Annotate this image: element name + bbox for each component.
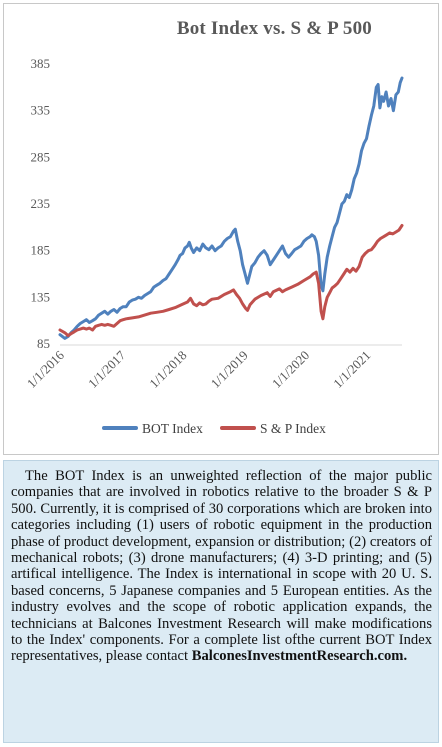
x-tick-label: 1/1/2018 xyxy=(146,348,189,391)
line-chart: 85 135 185 235 285 335 385 1/1/2016 1/1/2017 1/1/… xyxy=(24,56,404,436)
x-tick-label: 1/1/2020 xyxy=(269,348,312,391)
chart-container: Bot Index vs. S & P 500 85 135 185 235 285 33… xyxy=(3,3,439,455)
y-tick-label: 235 xyxy=(31,196,51,211)
legend-label: S & P Index xyxy=(260,421,326,436)
x-tick-label: 1/1/2017 xyxy=(85,347,129,391)
x-tick-label: 1/1/2021 xyxy=(330,348,373,391)
y-tick-label: 385 xyxy=(31,56,51,71)
chart-title: Bot Index vs. S & P 500 xyxy=(176,18,372,39)
y-tick-label: 135 xyxy=(31,289,51,304)
y-tick-label: 285 xyxy=(31,149,51,164)
description-panel: The BOT Index is an unweighted reflectio… xyxy=(3,460,439,743)
description-text: The BOT Index is an unweighted reflectio… xyxy=(11,468,432,665)
y-tick-label: 185 xyxy=(31,243,51,258)
description-paragraph: The BOT Index is an unweighted reflectio… xyxy=(11,468,432,665)
x-tick-label: 1/1/2019 xyxy=(208,348,251,391)
bot-index-line xyxy=(58,76,404,340)
contact-link-text: BalconesInvestmentResearch.com. xyxy=(191,648,408,665)
legend-label: BOT Index xyxy=(142,421,203,436)
sp-index-line xyxy=(58,224,404,338)
y-tick-label: 335 xyxy=(31,103,51,118)
y-tick-label: 85 xyxy=(37,336,50,351)
x-tick-label: 1/1/2016 xyxy=(24,347,68,391)
